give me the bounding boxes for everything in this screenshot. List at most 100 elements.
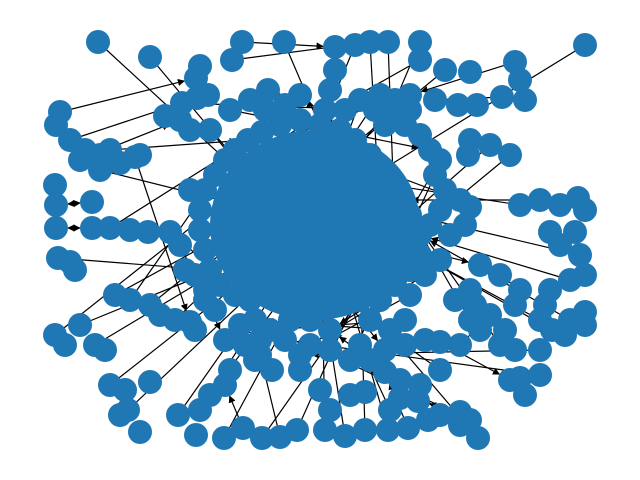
graph-node xyxy=(323,163,347,187)
graph-node xyxy=(448,333,472,357)
graph-node xyxy=(503,338,527,362)
graph-node xyxy=(413,328,437,352)
graph-node xyxy=(568,243,592,267)
graph-node xyxy=(528,338,552,362)
graph-node xyxy=(323,58,347,82)
graph-node xyxy=(573,33,597,57)
graph-node xyxy=(398,98,422,122)
graph-edge xyxy=(67,199,81,208)
graph-node xyxy=(308,288,332,312)
graph-node xyxy=(285,418,309,442)
graph-node xyxy=(230,30,254,54)
graph-node xyxy=(108,403,132,427)
graph-node xyxy=(213,328,237,352)
graph-node xyxy=(231,416,255,440)
graph-edge xyxy=(59,78,186,113)
graph-node xyxy=(393,333,417,357)
graph-node xyxy=(253,253,277,277)
graph-node xyxy=(490,85,514,109)
graph-node xyxy=(358,168,382,192)
graph-node xyxy=(453,213,477,237)
nodes-layer xyxy=(43,30,597,450)
graph-node xyxy=(268,233,292,257)
graph-node xyxy=(446,93,470,117)
graph-node xyxy=(498,143,522,167)
graph-node xyxy=(220,48,244,72)
graph-node xyxy=(338,348,362,372)
graph-node xyxy=(98,216,122,240)
graph-node xyxy=(383,218,407,242)
graph-node xyxy=(428,248,452,272)
graph-node xyxy=(108,151,132,175)
graph-node xyxy=(188,198,212,222)
graph-node xyxy=(68,313,92,337)
graph-node xyxy=(333,98,357,122)
graph-node xyxy=(80,190,104,214)
graph-node xyxy=(338,213,362,237)
graph-node xyxy=(333,424,357,448)
graph-node xyxy=(243,163,267,187)
graph-node xyxy=(166,403,190,427)
graph-node xyxy=(238,288,262,312)
graph-node xyxy=(383,273,407,297)
graph-node xyxy=(228,313,252,337)
graph-node xyxy=(188,218,212,242)
graph-node xyxy=(288,168,312,192)
graph-node xyxy=(313,418,337,442)
graph-node xyxy=(318,338,342,362)
graph-node xyxy=(513,88,537,112)
graph-node xyxy=(256,78,280,102)
graph-node xyxy=(408,30,432,54)
graph-node xyxy=(458,195,482,219)
graph-node xyxy=(353,418,377,442)
graph-node xyxy=(138,45,162,69)
graph-node xyxy=(248,328,272,352)
graph-node xyxy=(428,198,452,222)
graph-node xyxy=(368,258,392,282)
graph-node xyxy=(313,98,337,122)
graph-node xyxy=(44,216,68,240)
graph-node xyxy=(113,378,137,402)
graph-node xyxy=(228,178,252,202)
graph-node xyxy=(188,398,212,422)
graph-node xyxy=(528,363,552,387)
graph-node xyxy=(548,193,572,217)
graph-node xyxy=(44,113,68,137)
graph-node xyxy=(428,358,452,382)
graph-node xyxy=(363,98,387,122)
graph-node xyxy=(368,203,392,227)
graph-node xyxy=(503,50,527,74)
graph-node xyxy=(308,378,332,402)
graph-node xyxy=(218,98,242,122)
graph-node xyxy=(573,198,597,222)
graph-node xyxy=(218,218,242,242)
graph-node xyxy=(193,238,217,262)
graph-node xyxy=(288,108,312,132)
graph-node xyxy=(408,373,432,397)
graph-node xyxy=(468,253,492,277)
graph-node xyxy=(433,58,457,82)
graph-node xyxy=(508,193,532,217)
graph-node xyxy=(343,183,367,207)
graph-node xyxy=(184,423,208,447)
graph-node xyxy=(333,238,357,262)
graph-node xyxy=(458,60,482,84)
graph-node xyxy=(93,338,117,362)
graph-node xyxy=(212,426,236,450)
graph-node xyxy=(368,288,392,312)
graph-node xyxy=(128,420,152,444)
graph-node xyxy=(53,333,77,357)
graph-node xyxy=(508,68,532,92)
graph-node xyxy=(258,148,282,172)
graph-node xyxy=(338,383,362,407)
graph-node xyxy=(183,318,207,342)
graph-node xyxy=(43,173,67,197)
graph-node xyxy=(238,88,262,112)
graph-node xyxy=(298,308,322,332)
graph-node xyxy=(328,118,352,142)
graph-node xyxy=(173,258,197,282)
graph-node xyxy=(118,288,142,312)
graph-node xyxy=(466,426,490,450)
graph-node xyxy=(553,323,577,347)
graph-node xyxy=(376,418,400,442)
